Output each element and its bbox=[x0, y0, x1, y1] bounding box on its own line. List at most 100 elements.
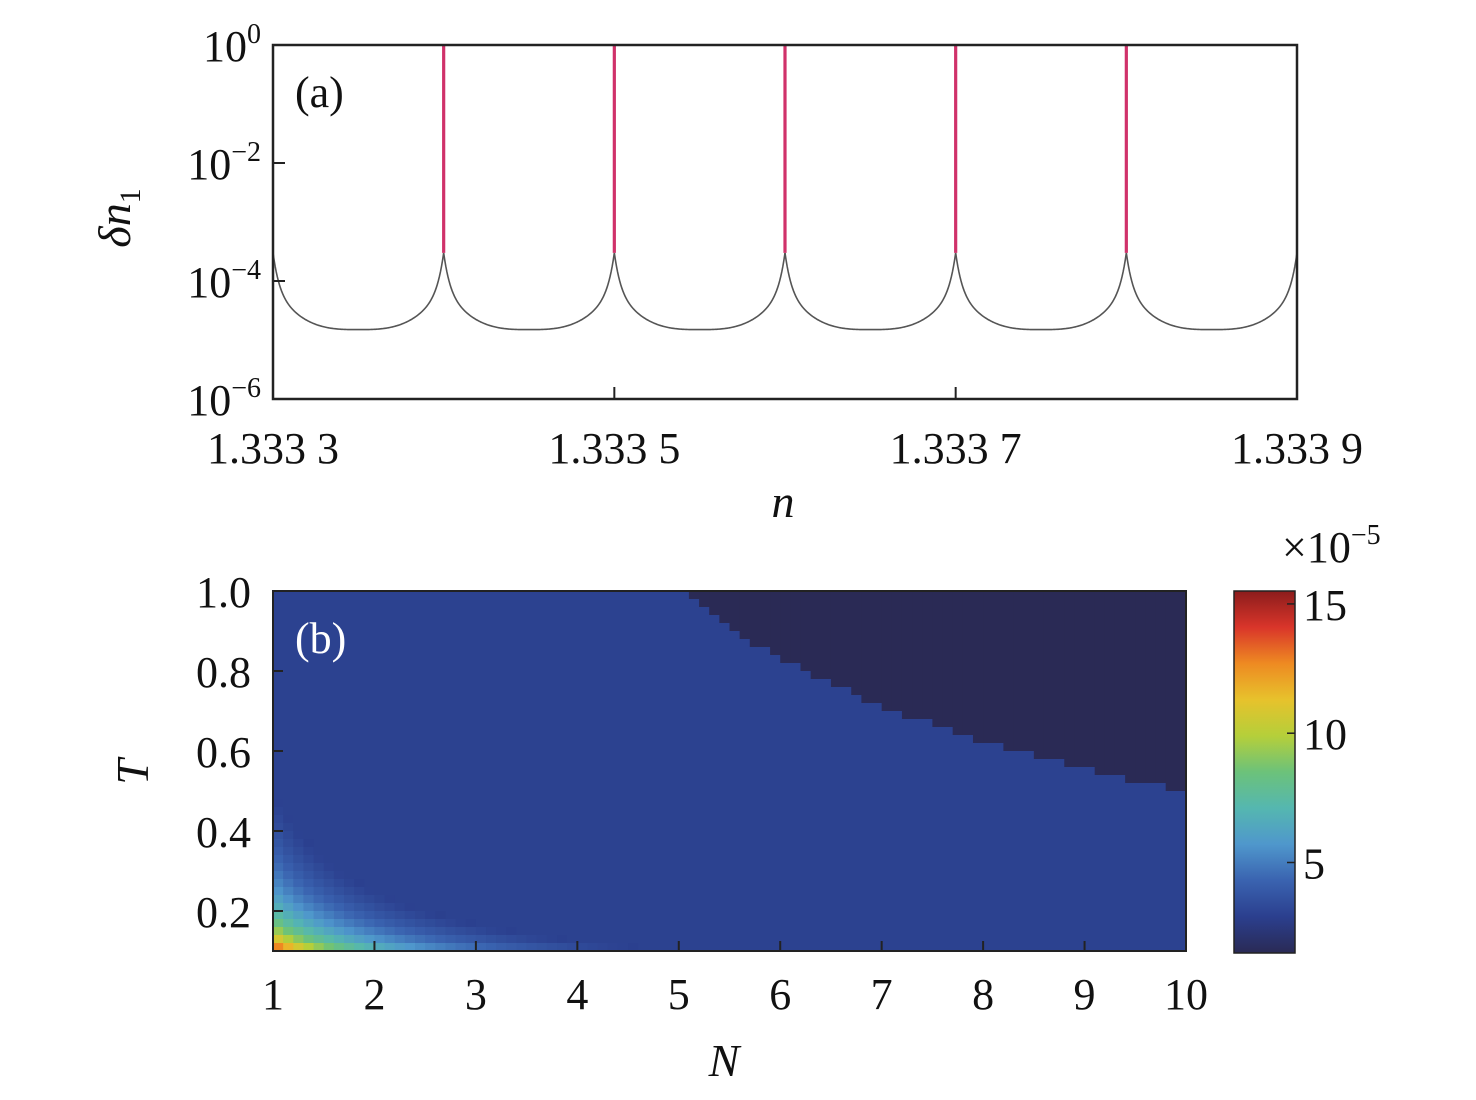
b-heatmap-cell bbox=[932, 719, 944, 728]
b-heatmap-cell bbox=[506, 903, 518, 912]
b-heatmap-cell bbox=[719, 767, 731, 776]
b-ylabel: T bbox=[107, 756, 158, 785]
b-heatmap-cell bbox=[1145, 815, 1157, 824]
b-heatmap-cell bbox=[445, 711, 457, 720]
b-heatmap-cell bbox=[648, 943, 660, 951]
b-heatmap-cell bbox=[780, 879, 791, 888]
b-heatmap-cell bbox=[374, 775, 386, 784]
b-heatmap-cell bbox=[759, 695, 771, 704]
b-heatmap-cell bbox=[607, 703, 619, 712]
b-heatmap-cell bbox=[526, 895, 538, 904]
b-heatmap-cell bbox=[1003, 639, 1015, 648]
b-heatmap-cell bbox=[749, 703, 761, 712]
b-heatmap-cell bbox=[881, 695, 893, 704]
b-heatmap-cell bbox=[993, 759, 1004, 768]
b-heatmap-cell bbox=[597, 599, 609, 608]
b-heatmap-cell bbox=[415, 943, 426, 951]
b-heatmap-cell bbox=[516, 735, 528, 744]
b-heatmap-cell bbox=[759, 615, 771, 624]
b-heatmap-cell bbox=[932, 919, 944, 928]
b-heatmap-cell bbox=[465, 719, 477, 728]
b-heatmap-cell bbox=[993, 863, 1004, 872]
b-heatmap-cell bbox=[658, 743, 670, 752]
b-heatmap-cell bbox=[1003, 911, 1015, 920]
b-heatmap-cell bbox=[597, 863, 609, 872]
b-heatmap-cell bbox=[790, 775, 802, 784]
b-heatmap-cell bbox=[283, 775, 294, 784]
b-heatmap-cell bbox=[871, 927, 883, 936]
b-heatmap-cell bbox=[668, 711, 680, 720]
b-heatmap-cell bbox=[273, 759, 284, 768]
b-heatmap-cell bbox=[648, 591, 660, 600]
b-heatmap-cell bbox=[912, 943, 923, 951]
b-heatmap-cell bbox=[810, 639, 822, 648]
b-heatmap-cell bbox=[333, 767, 345, 776]
b-heatmap-cell bbox=[313, 631, 325, 640]
b-heatmap-cell bbox=[303, 695, 315, 704]
b-heatmap-cell bbox=[1013, 711, 1025, 720]
b-heatmap-cell bbox=[445, 783, 457, 792]
b-heatmap-cell bbox=[861, 615, 873, 624]
b-heatmap-cell bbox=[313, 647, 325, 656]
b-heatmap-cell bbox=[425, 687, 436, 696]
b-heatmap-cell bbox=[567, 911, 578, 920]
b-heatmap-cell bbox=[739, 823, 751, 832]
b-heatmap-cell bbox=[526, 751, 538, 760]
b-heatmap-cell bbox=[587, 839, 599, 848]
b-heatmap-cell bbox=[1074, 855, 1086, 864]
b-heatmap-cell bbox=[404, 743, 416, 752]
b-heatmap-cell bbox=[972, 695, 984, 704]
b-heatmap-cell bbox=[1155, 679, 1167, 688]
b-heatmap-cell bbox=[1104, 855, 1116, 864]
b-heatmap-cell bbox=[617, 887, 629, 896]
b-heatmap-cell bbox=[739, 727, 751, 736]
b-heatmap-cell bbox=[1033, 879, 1045, 888]
b-heatmap-cell bbox=[1114, 623, 1126, 632]
b-heatmap-cell bbox=[1084, 823, 1096, 832]
b-heatmap-cell bbox=[962, 647, 974, 656]
b-heatmap-cell bbox=[1074, 799, 1086, 808]
b-heatmap-cell bbox=[800, 943, 812, 951]
b-heatmap-cell bbox=[1114, 799, 1126, 808]
b-heatmap-cell bbox=[344, 735, 355, 744]
b-heatmap-cell bbox=[557, 799, 568, 808]
b-heatmap-cell bbox=[546, 799, 558, 808]
b-heatmap-cell bbox=[1145, 847, 1157, 856]
b-heatmap-cell bbox=[749, 807, 761, 816]
b-heatmap-cell bbox=[597, 631, 609, 640]
b-heatmap-cell bbox=[699, 943, 710, 951]
b-heatmap-cell bbox=[404, 751, 416, 760]
b-heatmap-cell bbox=[1013, 919, 1025, 928]
b-heatmap-cell bbox=[516, 687, 528, 696]
b-heatmap-cell bbox=[273, 879, 284, 888]
colorbar-multiplier-base: ×10 bbox=[1282, 523, 1351, 572]
b-heatmap-cell bbox=[1165, 663, 1177, 672]
b-heatmap-cell bbox=[607, 775, 619, 784]
b-heatmap-cell bbox=[699, 623, 710, 632]
b-heatmap-cell bbox=[496, 927, 507, 936]
b-heatmap-cell bbox=[313, 887, 325, 896]
b-heatmap-cell bbox=[1114, 591, 1126, 600]
b-heatmap-cell bbox=[709, 895, 720, 904]
b-heatmap-cell bbox=[1135, 599, 1147, 608]
b-heatmap-cell bbox=[1074, 735, 1086, 744]
b-heatmap-cell bbox=[617, 895, 629, 904]
b-heatmap-cell bbox=[384, 815, 396, 824]
b-heatmap-cell bbox=[1114, 615, 1126, 624]
b-heatmap-cell bbox=[678, 823, 690, 832]
b-heatmap-cell bbox=[1033, 615, 1045, 624]
b-heatmap-cell bbox=[749, 743, 761, 752]
b-heatmap-cell bbox=[719, 895, 731, 904]
b-heatmap-cell bbox=[871, 943, 883, 951]
b-heatmap-cell bbox=[293, 655, 305, 664]
b-heatmap-cell bbox=[303, 711, 315, 720]
b-heatmap-cell bbox=[810, 607, 822, 616]
b-heatmap-cell bbox=[445, 911, 457, 920]
b-heatmap-cell bbox=[425, 591, 436, 600]
b-heatmap-cell bbox=[1013, 927, 1025, 936]
b-heatmap-cell bbox=[790, 911, 802, 920]
b-heatmap-cell bbox=[567, 815, 578, 824]
b-heatmap-cell bbox=[516, 807, 528, 816]
b-heatmap-cell bbox=[962, 815, 974, 824]
b-heatmap-cell bbox=[790, 847, 802, 856]
